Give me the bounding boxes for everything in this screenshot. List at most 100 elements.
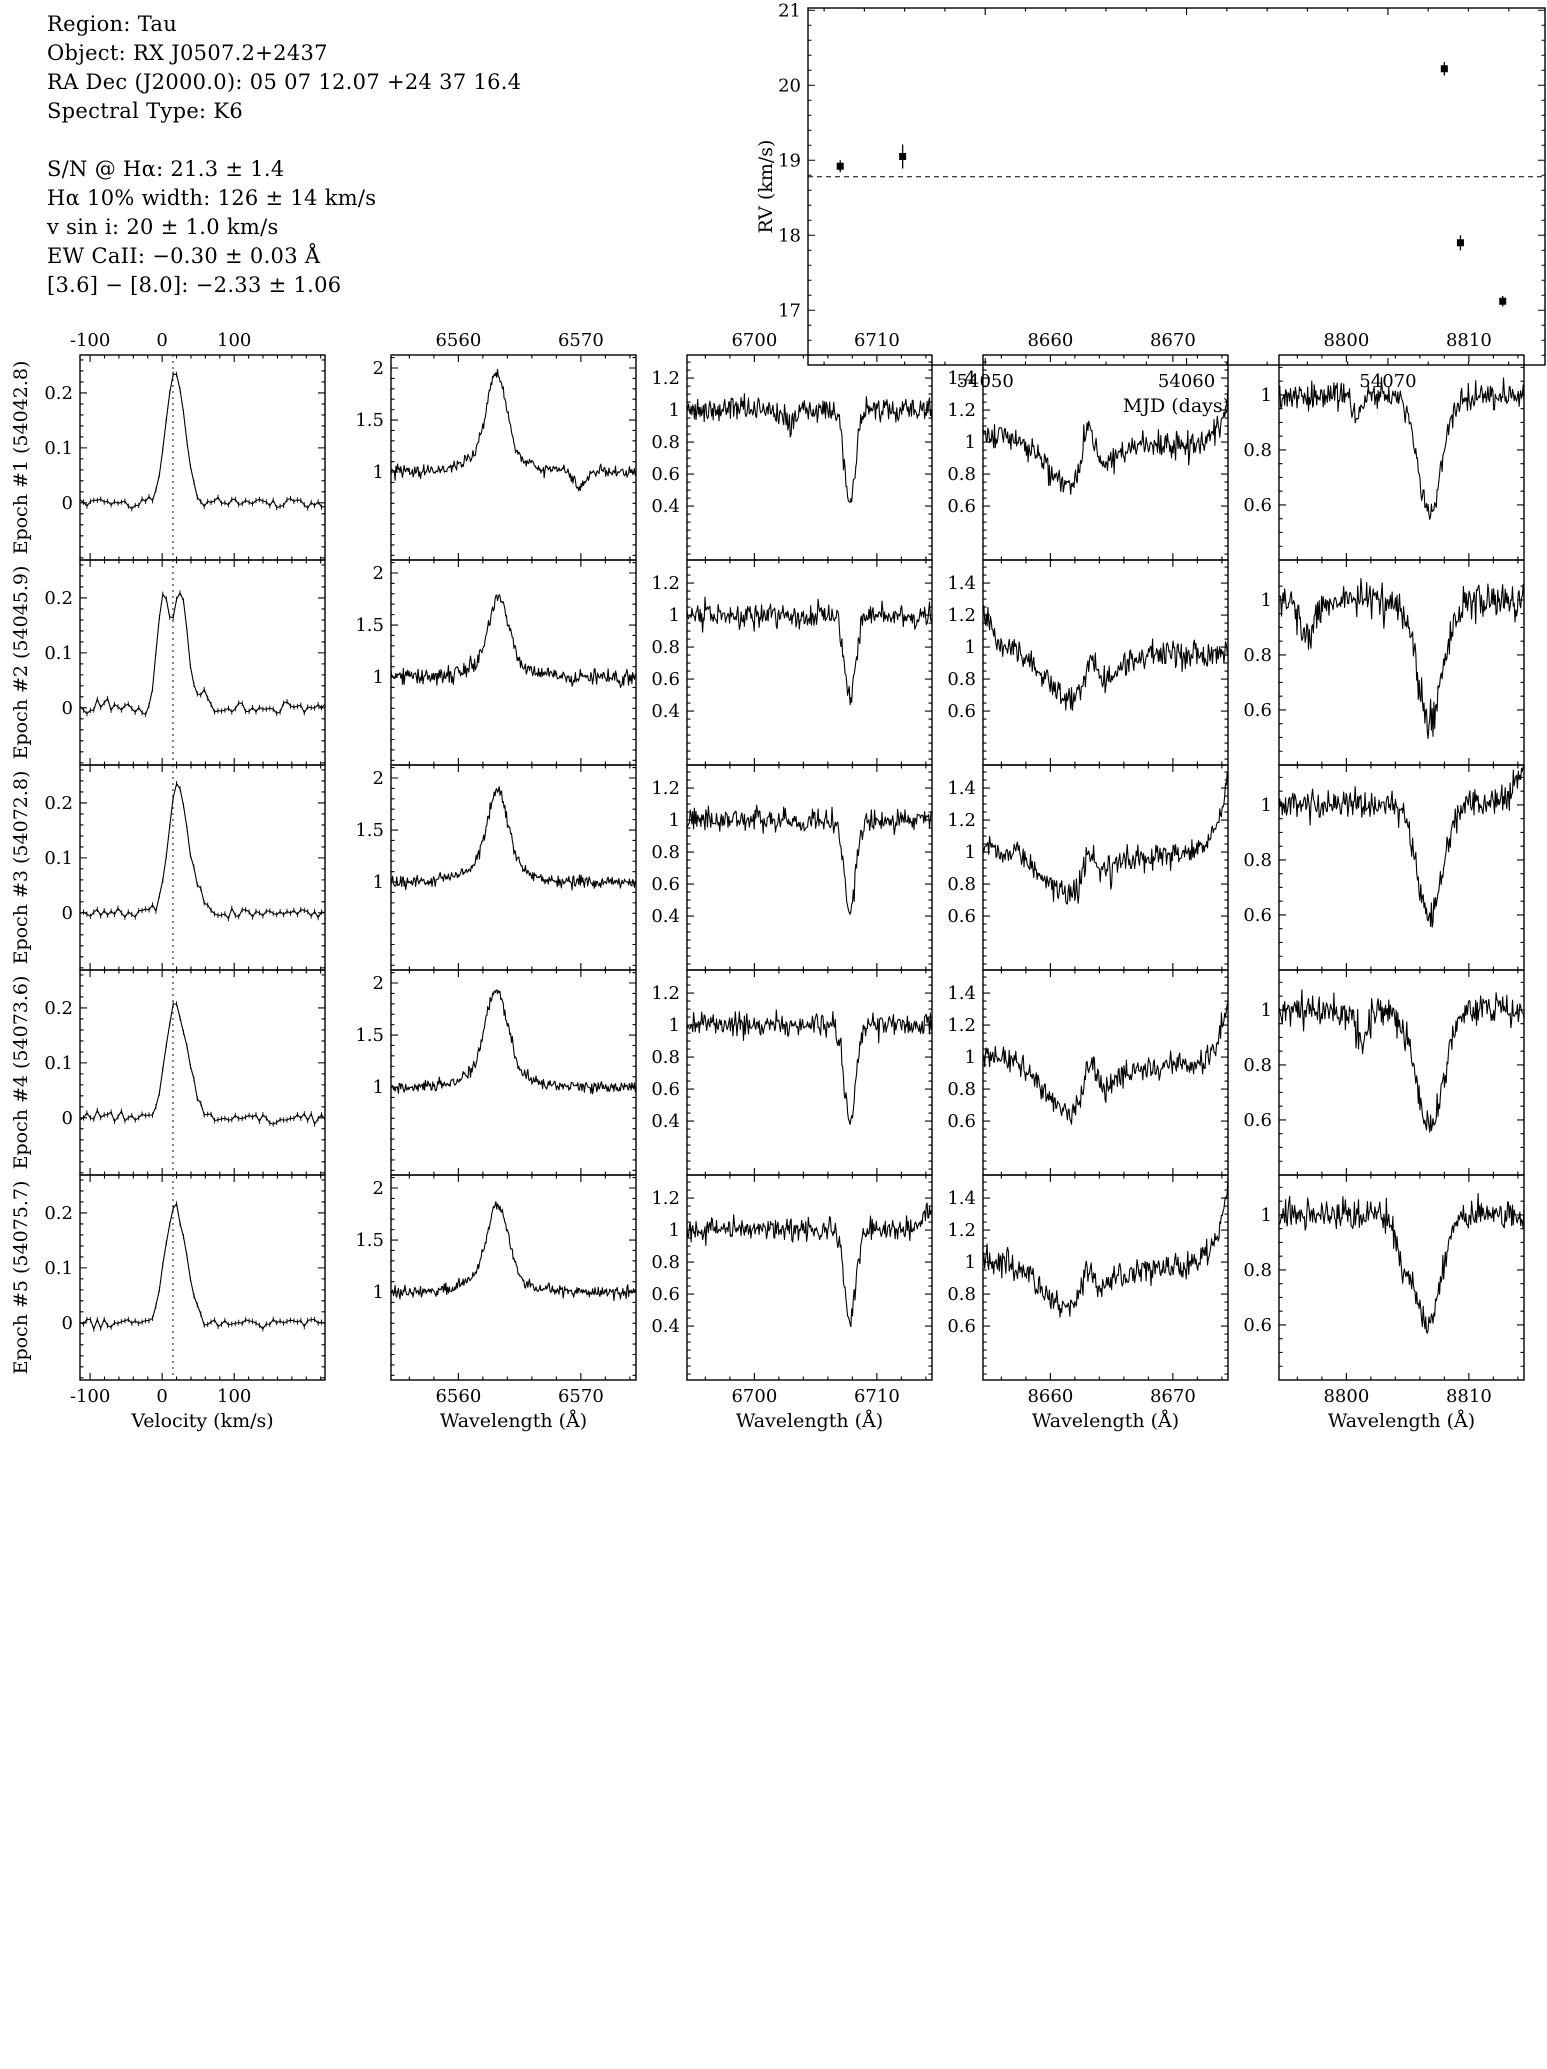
spectrum-curve xyxy=(982,1176,1229,1318)
x-tick-label: -100 xyxy=(70,1386,110,1407)
spectrum-curve xyxy=(390,786,637,891)
info-line: S/N @ Hα: 21.3 ± 1.4 xyxy=(47,157,285,181)
axis-ticks xyxy=(983,765,1228,970)
info-line: Spectral Type: K6 xyxy=(47,99,244,123)
epoch-label: Epoch #1 (54042.8) xyxy=(10,361,32,555)
y-tick-label: 0.8 xyxy=(1243,850,1272,871)
y-tick-label: 0.4 xyxy=(651,1316,680,1337)
y-tick-label: 0 xyxy=(62,698,73,719)
spectrum-curve xyxy=(390,1201,637,1302)
spectrum-curve xyxy=(1278,376,1525,520)
spectrum-panel-epoch2-halpha-velocity: 0 0.1 0.2 xyxy=(44,559,326,766)
spectrum-curve xyxy=(79,1003,326,1125)
panel-frame xyxy=(390,969,637,1176)
panel-frame xyxy=(686,354,933,561)
x-tick-label: -100 xyxy=(70,330,110,351)
y-tick-label: 1 xyxy=(669,810,680,831)
axis-ticks xyxy=(1279,765,1524,971)
rv-yaxis-title: RV (km/s) xyxy=(755,140,777,234)
panel-frame xyxy=(686,1174,933,1381)
object-info-block: Region: Tau Object: RX J0507.2+2437 RA Dec… xyxy=(47,10,521,300)
y-tick-label: 1 xyxy=(965,1252,976,1273)
y-tick-label: 0.1 xyxy=(44,1053,73,1074)
axis-ticks xyxy=(983,1175,1228,1380)
y-tick-label: 21 xyxy=(778,0,801,21)
axis-ticks xyxy=(391,765,636,970)
rv-point xyxy=(836,160,844,173)
axis-ticks xyxy=(983,970,1228,1175)
y-tick-label: 0 xyxy=(62,1108,73,1129)
spectrum-curve xyxy=(686,1009,933,1125)
axis-ticks xyxy=(80,765,325,970)
y-tick-label: 0.4 xyxy=(651,1111,680,1132)
y-tick-label: 0.8 xyxy=(947,1079,976,1100)
y-tick-label: 1 xyxy=(1261,385,1272,406)
data-point-errorbars xyxy=(79,1201,326,1332)
y-tick-label: 0.6 xyxy=(947,701,976,722)
spectrum-curve xyxy=(79,592,326,715)
panel-frame xyxy=(686,559,933,766)
y-tick-label: 1 xyxy=(373,1077,384,1098)
y-tick-label: 0.8 xyxy=(1243,1055,1272,1076)
y-tick-label: 1 xyxy=(373,462,384,483)
y-tick-label: 0.2 xyxy=(44,998,73,1019)
data-point-errorbars xyxy=(79,1001,326,1127)
y-tick-label: 0.1 xyxy=(44,848,73,869)
spectrum-curve xyxy=(79,373,326,510)
y-tick-label: 0.8 xyxy=(1243,645,1272,666)
y-tick-label: 0.8 xyxy=(947,874,976,895)
x-tick-label: 6560 xyxy=(435,330,481,351)
spectrum-panel-epoch5-caii-8662: 0.6 0.8 1 1.2 1.4 8660 8670 xyxy=(947,1174,1229,1407)
y-tick-label: 1.2 xyxy=(947,810,976,831)
x-tick-label: 8810 xyxy=(1446,330,1492,351)
y-tick-label: 1 xyxy=(669,1015,680,1036)
axis-ticks xyxy=(391,1175,636,1380)
spectrum-panel-epoch3-halpha-velocity: 0 0.1 0.2 xyxy=(44,764,326,971)
axis-ticks xyxy=(983,560,1228,765)
y-tick-label: 20 xyxy=(778,75,801,96)
y-tick-label: 1.2 xyxy=(947,1015,976,1036)
spectrum-panel-epoch3-li-6708: 0.4 0.6 0.8 1 1.2 xyxy=(651,764,933,971)
axis-ticks xyxy=(687,765,932,970)
rv-marker xyxy=(1499,297,1507,305)
panel-frame xyxy=(1278,1174,1525,1381)
spectrum-curve xyxy=(982,772,1229,905)
spectrum-curve xyxy=(1278,989,1525,1133)
data-point-errorbars xyxy=(79,371,326,512)
panel-frame xyxy=(1278,764,1525,971)
y-tick-label: 1 xyxy=(965,1047,976,1068)
x-axis-title: Velocity (km/s) xyxy=(130,1410,273,1432)
y-tick-label: 1.5 xyxy=(355,1025,384,1046)
panel-frame xyxy=(686,969,933,1176)
y-tick-label: 0.4 xyxy=(651,906,680,927)
panel-frame xyxy=(390,559,637,766)
panel-frame xyxy=(390,764,637,971)
y-tick-label: 19 xyxy=(778,150,801,171)
y-tick-label: 0.8 xyxy=(947,464,976,485)
spectrum-curve xyxy=(982,605,1229,711)
y-tick-label: 0.8 xyxy=(651,637,680,658)
y-tick-label: 1 xyxy=(373,872,384,893)
panel-frame xyxy=(807,7,1546,366)
info-line: RA Dec (J2000.0): 05 07 12.07 +24 37 16.… xyxy=(47,70,522,94)
y-tick-label: 1.2 xyxy=(947,605,976,626)
x-tick-label: 100 xyxy=(217,330,251,351)
panel-frame xyxy=(79,764,326,971)
spectrum-panel-epoch2-li-6708: 0.4 0.6 0.8 1 1.2 xyxy=(651,559,933,766)
y-tick-label: 1.4 xyxy=(947,778,976,799)
x-tick-label: 8670 xyxy=(1150,1386,1196,1407)
axis-ticks xyxy=(80,560,325,765)
spectrum-curve xyxy=(390,368,637,492)
y-tick-label: 1.5 xyxy=(355,410,384,431)
spectrum-panel-epoch2-line-8806: 0.6 0.8 1 xyxy=(1243,559,1525,766)
rv-xaxis-title: MJD (days) xyxy=(1123,395,1230,417)
y-tick-label: 0.1 xyxy=(44,438,73,459)
y-tick-label: 0.6 xyxy=(1243,700,1272,721)
spectrum-curve xyxy=(982,1001,1229,1125)
spectrum-panel-epoch3-halpha-6563: 11.52 xyxy=(355,764,637,971)
y-tick-label: 1 xyxy=(373,667,384,688)
x-axis-title: Wavelength (Å) xyxy=(440,1410,587,1432)
spectrum-panel-epoch3-caii-8662: 0.6 0.8 1 1.2 1.4 xyxy=(947,764,1229,971)
spectrum-curve xyxy=(1278,1193,1525,1334)
